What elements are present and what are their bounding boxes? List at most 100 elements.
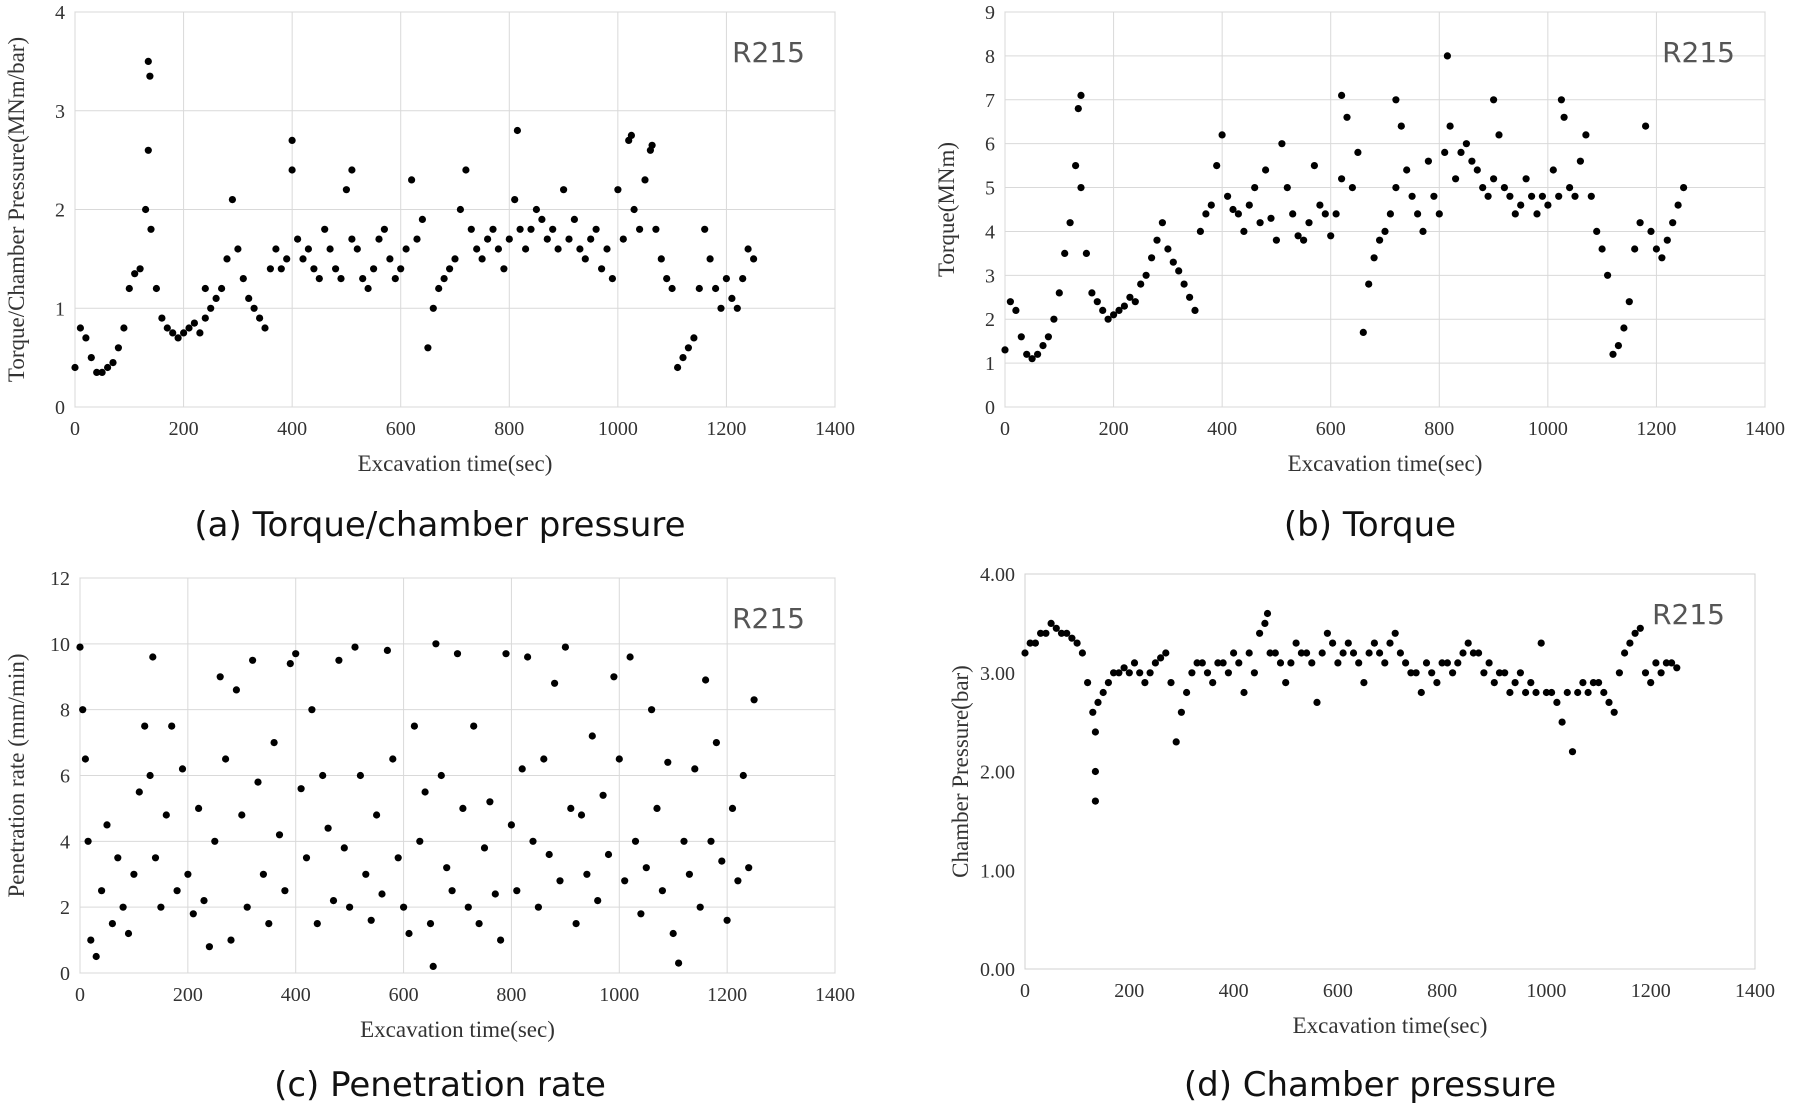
- data-point: [680, 837, 688, 845]
- data-point: [147, 225, 155, 233]
- data-point: [310, 265, 318, 273]
- data-point: [211, 837, 219, 845]
- data-point: [1332, 210, 1340, 218]
- x-tick-label: 1000: [598, 418, 638, 440]
- data-point: [1120, 302, 1128, 310]
- data-point: [76, 643, 84, 651]
- data-point: [1037, 629, 1045, 637]
- data-point: [1631, 629, 1639, 637]
- x-tick-label: 1400: [1735, 980, 1775, 1002]
- data-point: [524, 653, 532, 661]
- data-point: [733, 304, 741, 312]
- data-point: [1130, 659, 1139, 667]
- data-point: [1202, 210, 1210, 218]
- data-point: [1490, 679, 1498, 687]
- data-point: [1663, 236, 1671, 244]
- data-point: [81, 755, 89, 763]
- data-point: [1544, 201, 1552, 209]
- data-point: [1028, 355, 1036, 363]
- data-point: [608, 275, 617, 283]
- data-point: [1576, 157, 1584, 165]
- data-point: [1267, 214, 1275, 222]
- data-point: [1318, 649, 1326, 657]
- data-point: [1057, 629, 1066, 637]
- data-point: [1480, 669, 1488, 677]
- data-point: [1313, 698, 1321, 706]
- data-point: [1609, 350, 1617, 358]
- data-point: [1063, 629, 1071, 637]
- data-point: [534, 903, 543, 911]
- data-point: [82, 334, 90, 342]
- data-point: [1172, 738, 1180, 746]
- data-point: [1604, 271, 1612, 279]
- data-point: [456, 205, 464, 214]
- data-point: [195, 804, 203, 812]
- data-point: [440, 275, 448, 283]
- data-point: [124, 929, 133, 938]
- data-point: [1563, 688, 1571, 697]
- chart-caption: (b) Torque: [1283, 505, 1457, 545]
- data-point: [288, 166, 296, 174]
- x-tick-label: 200: [169, 418, 199, 440]
- data-point: [212, 294, 220, 302]
- data-point: [1224, 192, 1232, 200]
- data-point: [594, 897, 602, 905]
- chart-caption: (a) Torque/chamber pressure: [194, 505, 686, 545]
- x-tick-label: 1000: [1526, 980, 1566, 1002]
- data-point: [98, 368, 106, 376]
- data-point: [1300, 236, 1308, 244]
- data-point: [1506, 192, 1514, 200]
- data-point: [1177, 708, 1185, 716]
- data-point: [367, 916, 375, 924]
- data-point: [265, 920, 273, 928]
- data-point: [1157, 654, 1165, 662]
- data-point: [1548, 688, 1556, 697]
- data-point: [598, 265, 606, 273]
- data-point: [391, 275, 399, 283]
- data-point: [1669, 219, 1677, 227]
- data-point: [76, 324, 84, 332]
- data-point: [1104, 315, 1112, 323]
- data-point: [1110, 669, 1118, 677]
- data-point: [1125, 669, 1133, 677]
- data-point: [364, 284, 372, 293]
- y-tick-label: 8: [985, 46, 995, 68]
- data-point: [200, 897, 208, 905]
- data-point: [1469, 649, 1477, 657]
- data-point: [1271, 649, 1279, 657]
- data-point: [432, 640, 440, 648]
- y-tick-label: 2: [60, 897, 70, 919]
- data-point: [405, 929, 413, 938]
- x-tick-label: 1400: [1745, 418, 1785, 440]
- data-point: [1094, 698, 1102, 706]
- data-point: [254, 778, 262, 786]
- data-point: [337, 275, 345, 283]
- data-point: [637, 910, 645, 918]
- data-point: [152, 284, 160, 293]
- data-point: [1327, 232, 1335, 240]
- data-point: [1355, 659, 1363, 667]
- data-point: [1642, 122, 1650, 130]
- data-point: [93, 368, 101, 376]
- data-point: [1396, 649, 1404, 657]
- y-tick-label: 4: [55, 2, 65, 24]
- y-tick-label: 5: [985, 178, 995, 200]
- data-point: [470, 722, 478, 730]
- data-point: [631, 837, 640, 845]
- data-point: [174, 334, 182, 342]
- chart-caption: (c) Penetration rate: [274, 1065, 606, 1105]
- x-axis-title: Excavation time(sec): [360, 1017, 555, 1042]
- data-point: [695, 284, 703, 293]
- data-point: [142, 205, 150, 214]
- data-point: [443, 864, 451, 872]
- data-point: [1334, 659, 1342, 667]
- data-point: [1224, 669, 1232, 677]
- data-point: [1652, 659, 1660, 667]
- x-tick-label: 1000: [599, 984, 639, 1006]
- data-point: [1214, 659, 1222, 667]
- x-tick-label: 1200: [1636, 418, 1676, 440]
- data-point: [500, 265, 508, 273]
- data-point: [505, 235, 513, 243]
- y-tick-label: 1.00: [980, 860, 1015, 882]
- data-point: [491, 890, 499, 898]
